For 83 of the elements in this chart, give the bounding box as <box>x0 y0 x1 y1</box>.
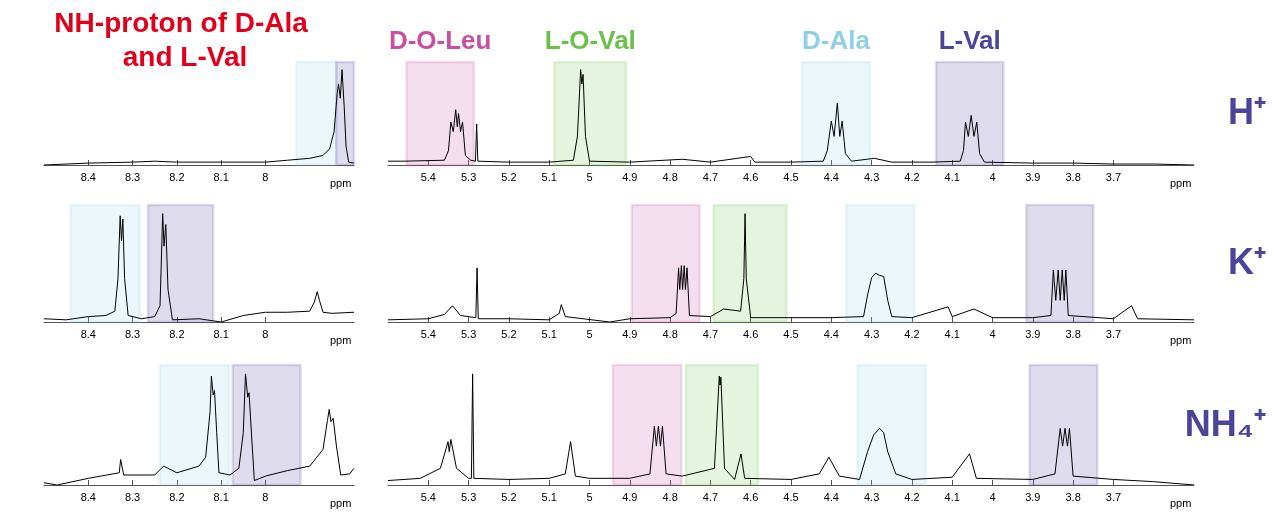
x-tick-label: 4 <box>989 490 996 503</box>
x-tick-label: 8.1 <box>213 327 229 340</box>
x-tick-label: 4.2 <box>904 170 920 183</box>
x-tick-label: 4.1 <box>944 327 960 340</box>
x-tick-label: 8.1 <box>213 170 229 183</box>
x-tick-label: 5.4 <box>420 490 436 503</box>
x-tick-label: 3.7 <box>1105 170 1122 183</box>
x-tick-label: 4.3 <box>863 170 880 183</box>
text: K⁺ <box>1228 241 1266 282</box>
x-tick-label: 5.3 <box>460 490 477 503</box>
x-axis-title: ppm <box>1170 496 1192 509</box>
x-tick-label: 4.7 <box>702 490 719 503</box>
chart-title: NH-proton of D-Ala and L-Val <box>54 6 316 72</box>
x-tick-label: 8.3 <box>124 490 141 503</box>
x-tick-label: 5.2 <box>501 327 517 340</box>
band-label: L-Val <box>938 24 1001 55</box>
x-tick-label: 5.1 <box>541 170 557 183</box>
x-tick-label: 4.1 <box>944 170 960 183</box>
x-tick-label: 4.8 <box>662 490 678 503</box>
x-tick-label: 4.6 <box>743 170 759 183</box>
x-tick-label: 3.9 <box>1025 170 1041 183</box>
x-tick-label: 4.3 <box>863 327 880 340</box>
x-tick-label: 4.8 <box>662 327 678 340</box>
x-tick-label: 5 <box>586 327 593 340</box>
x-tick-label: 4.4 <box>823 327 839 340</box>
x-tick-label: 4.4 <box>823 170 839 183</box>
x-tick-label: 4.2 <box>904 327 920 340</box>
x-tick-label: 5.1 <box>541 327 557 340</box>
x-tick-label: 4.1 <box>944 490 960 503</box>
x-tick-label: 4.2 <box>904 490 920 503</box>
x-tick-label: 4.4 <box>823 490 839 503</box>
x-tick-label: 4 <box>989 170 996 183</box>
x-tick-label: 4.5 <box>783 490 799 503</box>
x-tick-label: 5.2 <box>501 490 517 503</box>
x-tick-label: 5.1 <box>541 490 557 503</box>
x-tick-label: 3.8 <box>1065 170 1081 183</box>
x-tick-label: 4.7 <box>702 327 719 340</box>
x-axis-title: ppm <box>330 176 352 189</box>
x-tick-label: 8.4 <box>80 170 96 183</box>
x-tick-label: 4.5 <box>783 327 799 340</box>
x-tick-label: 8.3 <box>124 170 141 183</box>
x-tick-label: 8.4 <box>80 327 96 340</box>
x-tick-label: 8 <box>262 327 269 340</box>
band-label: D-O-Leu <box>388 24 492 55</box>
x-tick-label: 5.4 <box>420 170 436 183</box>
x-axis-title: ppm <box>330 496 352 509</box>
x-tick-label: 3.7 <box>1105 490 1122 503</box>
x-tick-label: 5.2 <box>501 170 517 183</box>
x-tick-label: 5.3 <box>460 170 477 183</box>
annotation: NH₄⁺ <box>1184 402 1266 444</box>
x-tick-label: 4.8 <box>662 170 678 183</box>
band-label: D-Ala <box>801 24 871 55</box>
x-tick-label: 3.9 <box>1025 327 1041 340</box>
x-axis-title: ppm <box>330 333 352 346</box>
x-tick-label: 4.9 <box>622 327 638 340</box>
x-tick-label: 4.3 <box>863 490 880 503</box>
band-label: L-O-Val <box>544 24 636 55</box>
x-tick-label: 8.4 <box>80 490 96 503</box>
x-tick-label: 8.1 <box>213 490 229 503</box>
x-tick-label: 4.5 <box>783 170 799 183</box>
x-tick-label: 8.2 <box>169 327 185 340</box>
x-tick-label: 3.8 <box>1065 327 1081 340</box>
x-tick-label: 4.7 <box>702 170 719 183</box>
x-tick-label: 8.2 <box>169 170 185 183</box>
x-tick-label: 4.9 <box>622 170 638 183</box>
x-tick-label: 4 <box>989 327 996 340</box>
x-tick-label: 8.3 <box>124 327 141 340</box>
x-axis-title: ppm <box>1170 333 1192 346</box>
x-tick-label: 5 <box>586 170 593 183</box>
x-axis-title: ppm <box>1170 176 1192 189</box>
x-tick-label: 4.6 <box>743 327 759 340</box>
x-tick-label: 8 <box>262 490 269 503</box>
x-tick-label: 5 <box>586 490 593 503</box>
x-tick-label: 8 <box>262 170 269 183</box>
x-tick-label: 4.9 <box>622 490 638 503</box>
x-tick-label: 4.6 <box>743 490 759 503</box>
x-tick-label: 5.4 <box>420 327 436 340</box>
x-tick-label: 3.7 <box>1105 327 1122 340</box>
text: H⁺ <box>1228 91 1266 132</box>
x-tick-label: 8.2 <box>169 490 185 503</box>
x-tick-label: 3.8 <box>1065 490 1081 503</box>
x-tick-label: 5.3 <box>460 327 477 340</box>
x-tick-label: 3.9 <box>1025 490 1041 503</box>
